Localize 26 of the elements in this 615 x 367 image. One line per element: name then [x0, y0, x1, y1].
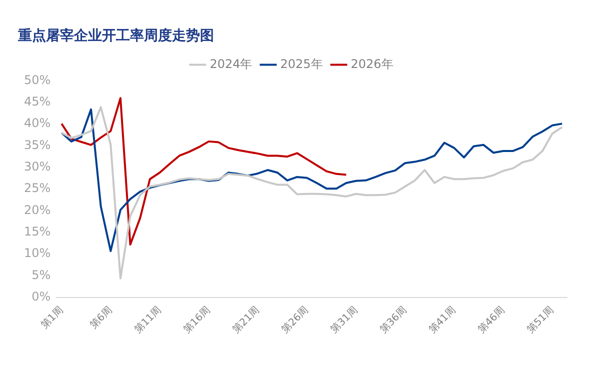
x-tick-label: 第46周	[476, 304, 508, 336]
legend-label: 2024年	[210, 56, 252, 71]
x-tick-label: 第16周	[181, 304, 213, 336]
y-tick-label: 50%	[24, 72, 51, 87]
y-tick-label: 40%	[24, 116, 51, 130]
y-tick-label: 45%	[24, 94, 51, 109]
legend-label: 2025年	[280, 56, 323, 71]
y-tick-label: 30%	[24, 160, 51, 174]
y-tick-label: 35%	[24, 138, 51, 152]
x-tick-label: 第11周	[132, 304, 164, 336]
y-tick-label: 10%	[24, 246, 51, 260]
x-tick-label: 第21周	[230, 304, 262, 336]
y-tick-label: 5%	[32, 268, 51, 282]
x-tick-label: 第41周	[426, 304, 458, 336]
x-tick-label: 第51周	[524, 304, 556, 336]
legend-label: 2026年	[350, 56, 394, 71]
y-tick-label: 15%	[24, 224, 51, 239]
y-tick-label: 25%	[24, 181, 51, 196]
y-tick-label: 20%	[24, 202, 51, 217]
x-tick-label: 第36周	[377, 304, 410, 336]
x-tick-label: 第6周	[87, 304, 115, 332]
x-tick-label: 第1周	[38, 304, 66, 332]
chart-title: 重点屠宰企业开工率周度走势图	[17, 27, 214, 44]
x-tick-label: 第31周	[328, 304, 360, 336]
x-tick-label: 第26周	[279, 304, 311, 336]
y-tick-label: 0%	[32, 290, 51, 304]
